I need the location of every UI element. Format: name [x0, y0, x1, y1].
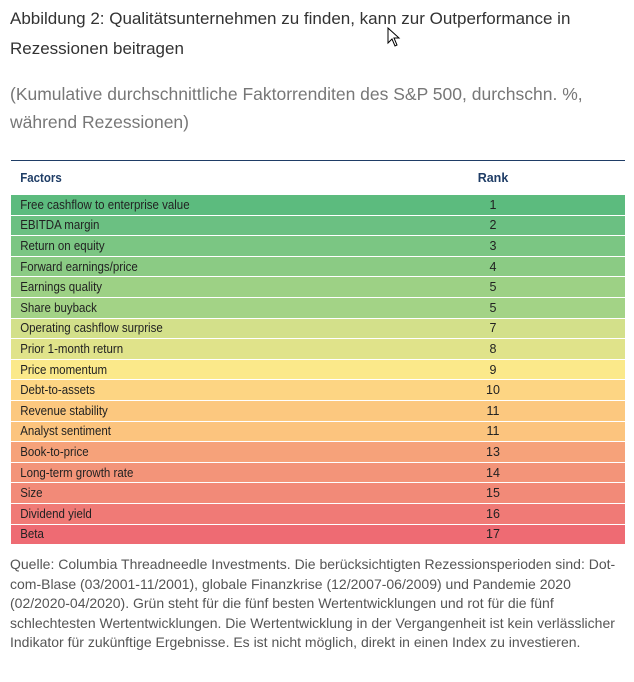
factor-name: Earnings quality [20, 280, 103, 295]
factor-name: Long-term growth rate [20, 465, 134, 480]
factor-name: Size [20, 486, 43, 501]
factor-name: Analyst sentiment [20, 424, 111, 439]
factor-name: Book-to-price [20, 444, 89, 459]
factor-rank: 5 [489, 280, 497, 295]
table-row: EBITDA margin 2 [11, 215, 625, 236]
table-row: Revenue stability 11 [11, 400, 625, 421]
header-rank: Rank [477, 171, 509, 185]
table-row: Dividend yield 16 [11, 503, 625, 524]
factor-rank: 11 [486, 403, 500, 418]
factor-rank: 10 [486, 383, 500, 398]
factor-name: EBITDA margin [20, 218, 100, 233]
factor-name: Dividend yield [20, 506, 92, 521]
factor-name: Revenue stability [20, 403, 108, 418]
factor-name: Operating cashflow surprise [20, 321, 163, 336]
mouse-cursor-icon [387, 26, 401, 52]
factor-name: Debt-to-assets [20, 383, 95, 398]
table-row: Free cashflow to enterprise value 1 [11, 195, 625, 215]
factor-rank: 17 [486, 527, 500, 542]
factor-rank: 16 [486, 506, 500, 521]
table-row: Long-term growth rate 14 [11, 462, 625, 483]
factor-rank: 9 [489, 362, 497, 377]
table-row: Size 15 [11, 483, 625, 503]
factor-name: Prior 1-month return [20, 341, 124, 356]
figure-title: Abbildung 2: Qualitätsunternehmen zu fin… [10, 9, 571, 58]
factor-rank: 8 [489, 341, 497, 356]
factor-rank-table: Factors Rank Free cashflow to enterprise… [11, 160, 625, 545]
table-row: Return on equity 3 [11, 236, 625, 256]
factor-name: Free cashflow to enterprise value [20, 197, 190, 212]
table-row: Earnings quality 5 [11, 277, 625, 297]
factor-name: Beta [20, 527, 44, 542]
table-row: Share buyback 5 [11, 297, 625, 318]
factor-name: Forward earnings/price [20, 259, 138, 274]
factor-name: Return on equity [20, 238, 105, 253]
header-factors: Factors [20, 171, 62, 185]
source-note: Quelle: Columbia Threadneedle Investment… [10, 556, 616, 650]
factor-rank: 3 [489, 238, 497, 253]
factor-rank: 15 [486, 486, 500, 501]
factor-rank: 2 [489, 218, 497, 233]
factor-rank: 13 [486, 444, 500, 459]
table-row: Operating cashflow surprise 7 [11, 318, 625, 339]
factor-rank: 1 [489, 197, 497, 212]
factor-rank: 14 [486, 465, 500, 480]
table-row: Book-to-price 13 [11, 442, 625, 462]
factor-rank: 5 [489, 300, 497, 315]
table-header: Factors Rank [11, 161, 625, 195]
table-row: Debt-to-assets 10 [11, 380, 625, 400]
table-row: Analyst sentiment 11 [11, 421, 625, 442]
factor-name: Share buyback [20, 300, 97, 315]
factor-rank: 4 [489, 259, 497, 274]
figure-subtitle: (Kumulative durchschnittliche Faktorrend… [10, 84, 583, 132]
table-row: Forward earnings/price 4 [11, 256, 625, 277]
table-row: Prior 1-month return 8 [11, 339, 625, 359]
table-row: Beta 17 [11, 524, 625, 545]
factor-name: Price momentum [20, 362, 108, 377]
factor-rank: 7 [489, 321, 497, 336]
factor-rank: 11 [486, 424, 500, 439]
table-row: Price momentum 9 [11, 359, 625, 380]
